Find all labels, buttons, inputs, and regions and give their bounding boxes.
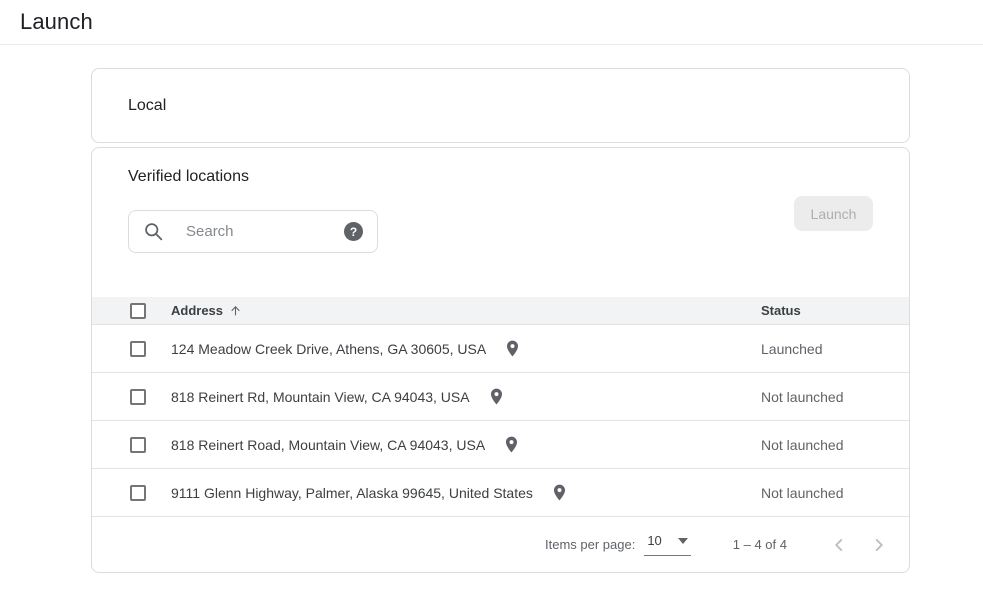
select-all-checkbox[interactable] — [130, 302, 146, 319]
search-icon — [143, 221, 164, 242]
map-pin-icon[interactable] — [550, 483, 569, 502]
address-text: 124 Meadow Creek Drive, Athens, GA 30605… — [171, 340, 487, 357]
items-per-page-value: 10 — [647, 533, 662, 548]
row-checkbox[interactable] — [130, 388, 146, 405]
search-input[interactable] — [186, 223, 344, 240]
items-per-page-select[interactable]: 10 — [644, 533, 691, 556]
local-card: Local — [91, 68, 910, 143]
table-row: 9111 Glenn Highway, Palmer, Alaska 99645… — [92, 468, 909, 516]
table-header-row: Address Status — [92, 297, 909, 324]
map-pin-icon[interactable] — [487, 387, 506, 406]
row-checkbox[interactable] — [130, 484, 146, 501]
page-range-label: 1 – 4 of 4 — [732, 537, 787, 552]
address-text: 818 Reinert Rd, Mountain View, CA 94043,… — [171, 388, 470, 405]
table-row: 818 Reinert Road, Mountain View, CA 9404… — [92, 420, 909, 468]
address-text: 9111 Glenn Highway, Palmer, Alaska 99645… — [171, 484, 533, 501]
map-pin-icon[interactable] — [502, 435, 521, 454]
status-text: Not launched — [761, 484, 844, 501]
help-icon[interactable]: ? — [344, 222, 363, 241]
status-text: Launched — [761, 340, 823, 357]
dropdown-arrow-icon — [677, 537, 688, 544]
address-text: 818 Reinert Road, Mountain View, CA 9404… — [171, 436, 486, 453]
row-checkbox[interactable] — [130, 436, 146, 453]
sort-ascending-icon — [229, 304, 242, 317]
address-column-header[interactable]: Address — [171, 303, 242, 318]
search-box[interactable]: ? — [128, 210, 378, 253]
items-per-page-label: Items per page: — [544, 537, 636, 552]
next-page-button[interactable] — [867, 533, 891, 557]
content-area: Local Verified locations ? Launch — [91, 68, 910, 573]
locations-table: Address Status 124 — [92, 297, 909, 572]
verified-locations-card: Verified locations ? Launch — [91, 147, 910, 573]
row-checkbox[interactable] — [130, 340, 146, 357]
status-column-header: Status — [761, 303, 801, 318]
verified-locations-title: Verified locations — [128, 168, 249, 185]
page-title: Launch — [20, 9, 93, 34]
launch-button[interactable]: Launch — [794, 196, 873, 231]
pagination-bar: Items per page: 10 1 – 4 of 4 — [92, 516, 909, 572]
map-pin-icon[interactable] — [503, 339, 522, 358]
status-text: Not launched — [761, 436, 844, 453]
table-row: 124 Meadow Creek Drive, Athens, GA 30605… — [92, 324, 909, 372]
local-card-title: Local — [128, 96, 167, 114]
previous-page-button[interactable] — [827, 533, 851, 557]
page-header: Launch — [0, 0, 983, 45]
status-text: Not launched — [761, 388, 844, 405]
table-row: 818 Reinert Rd, Mountain View, CA 94043,… — [92, 372, 909, 420]
